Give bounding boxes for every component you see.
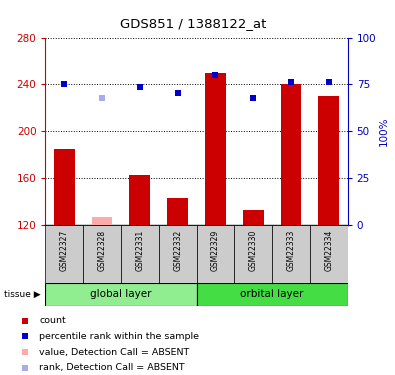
Y-axis label: 100%: 100% — [379, 117, 389, 146]
Bar — [197, 283, 348, 306]
Bar — [167, 198, 188, 225]
Bar — [318, 96, 339, 225]
Text: GSM22331: GSM22331 — [135, 230, 144, 271]
Text: GSM22332: GSM22332 — [173, 230, 182, 271]
Text: GSM22327: GSM22327 — [60, 230, 69, 271]
Bar — [243, 210, 263, 225]
Bar — [234, 225, 272, 283]
Text: GSM22330: GSM22330 — [249, 230, 258, 271]
Text: GDS851 / 1388122_at: GDS851 / 1388122_at — [120, 17, 267, 30]
Text: GSM22329: GSM22329 — [211, 230, 220, 271]
Bar — [197, 225, 234, 283]
Text: GSM22333: GSM22333 — [286, 230, 295, 271]
Bar — [45, 225, 83, 283]
Text: value, Detection Call = ABSENT: value, Detection Call = ABSENT — [40, 348, 190, 357]
Text: tissue ▶: tissue ▶ — [4, 290, 41, 299]
Text: GSM22328: GSM22328 — [98, 230, 107, 271]
Text: global layer: global layer — [90, 290, 152, 299]
Text: count: count — [40, 316, 66, 325]
Text: rank, Detection Call = ABSENT: rank, Detection Call = ABSENT — [40, 363, 185, 372]
Text: percentile rank within the sample: percentile rank within the sample — [40, 332, 199, 341]
Text: GSM22334: GSM22334 — [324, 230, 333, 271]
Bar — [205, 73, 226, 225]
Bar — [272, 225, 310, 283]
Bar — [280, 84, 301, 225]
Text: orbital layer: orbital layer — [241, 290, 304, 299]
Bar — [92, 217, 113, 225]
Bar — [83, 225, 121, 283]
Bar — [45, 283, 197, 306]
Bar — [130, 175, 150, 225]
Bar — [310, 225, 348, 283]
Bar — [54, 149, 75, 225]
Bar — [121, 225, 159, 283]
Bar — [159, 225, 197, 283]
